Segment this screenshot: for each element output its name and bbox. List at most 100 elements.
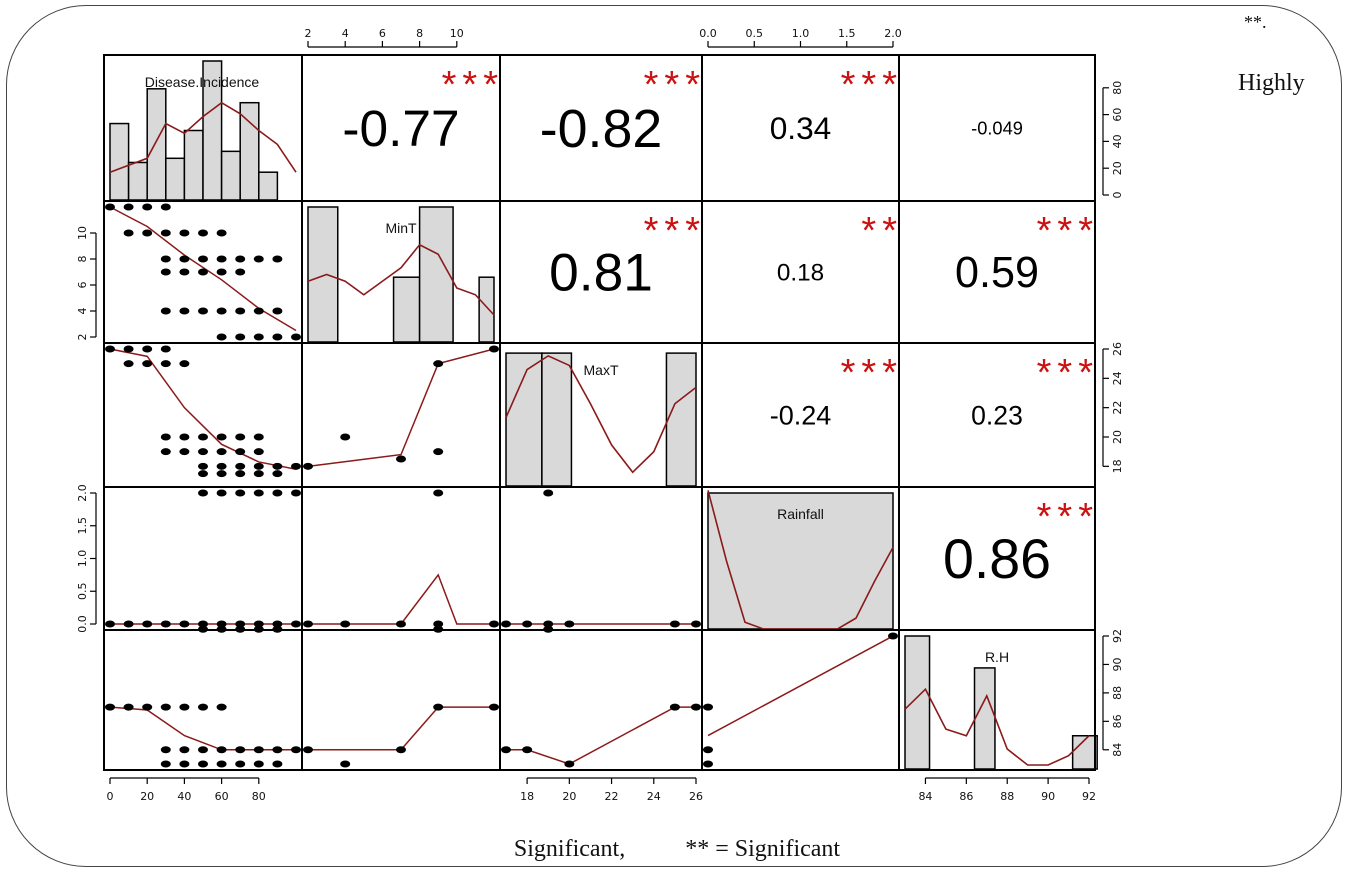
data-point [522,746,533,754]
data-point [216,433,227,441]
data-point [216,229,227,237]
data-point [198,255,208,263]
data-point [105,620,115,628]
axis-tick-label: 20 [1111,430,1124,444]
fit-line [109,706,296,751]
diagonal-panel-rainfall: Rainfall [707,490,894,630]
histogram-bar [146,88,167,201]
data-point [669,703,680,711]
fit-line [506,706,696,765]
histogram-bar [258,171,279,201]
panel-border [301,486,501,631]
axis-tick-label: 84 [1111,743,1124,757]
data-point [272,746,283,754]
data-point [291,489,301,497]
correlation-value: -0.24 [770,400,832,430]
axis-tick-label: 20 [1111,161,1124,175]
panel-border [301,342,501,488]
data-point [198,470,208,478]
data-point [303,620,313,628]
data-point [198,268,208,276]
data-point [235,620,246,628]
histogram-bar [220,150,241,201]
data-point [179,268,190,276]
data-point [179,307,190,315]
axis-tick-label: 6 [379,27,386,40]
data-point [160,255,171,263]
data-point [179,255,190,263]
scatter-panel [105,203,301,341]
data-point [216,489,227,497]
axis-tick-label: 24 [1111,371,1124,385]
axis-tick-label: 6 [76,282,89,289]
density-curve [109,101,297,173]
scatter-panel [703,632,898,768]
axis-tick-label: 1.0 [792,27,810,40]
data-point [564,620,575,628]
data-point [489,345,499,353]
footer-right: ** = Significant [685,836,841,862]
variable-label: Rainfall [777,506,824,522]
data-point [703,760,713,768]
histogram-bar [183,129,204,201]
axis-tick-label: 84 [918,790,932,803]
data-point [272,333,283,341]
correlation-value: -0.049 [971,117,1023,138]
histogram-bar [392,276,421,343]
correlation-value: -0.82 [540,99,662,159]
fit-line [308,573,494,625]
data-point [160,360,171,368]
axis-tick-label: 18 [1111,459,1124,473]
data-point [235,448,246,456]
axis-tick-label: 10 [450,27,464,40]
data-point [703,703,713,711]
data-point [198,746,208,754]
data-point [501,746,511,754]
data-point [160,760,171,768]
data-point [235,470,246,478]
data-point [198,620,208,628]
data-point [303,746,313,754]
variable-label: MinT [385,220,417,236]
data-point [160,433,171,441]
axis-tick-label: 88 [1000,790,1014,803]
data-point [142,703,153,711]
significance-stars: *** [442,64,504,106]
data-point [396,746,406,754]
data-point [216,268,227,276]
data-point [253,489,264,497]
axis-tick-label: 40 [1111,134,1124,148]
data-point [340,620,351,628]
data-point [105,345,115,353]
data-point [303,462,313,470]
footer-left: Significant, [513,836,626,862]
data-point [235,746,246,754]
correlation-value: 0.34 [770,110,832,146]
data-point [396,620,406,628]
data-point [272,307,283,315]
axis-tick-label: 2.0 [76,484,89,502]
data-point [272,489,283,497]
data-point [235,489,246,497]
data-point [340,760,351,768]
axis-tick-label: 1.5 [76,517,89,535]
data-point [291,746,301,754]
data-point [216,448,227,456]
data-point [253,448,264,456]
correlation-panel: 0.59*** [955,210,1093,297]
data-point [691,620,701,628]
data-point [253,620,264,628]
panel-border [103,486,303,631]
data-point [123,703,134,711]
data-point [198,489,208,497]
data-point [216,333,227,341]
density-curve [307,243,495,316]
axis-tick-label: 22 [605,790,619,803]
data-point [105,203,115,211]
axis-tick-label: 92 [1111,629,1124,643]
data-point [291,462,301,470]
data-point [340,433,351,441]
correlation-panel: 0.34*** [770,64,897,146]
data-point [272,255,283,263]
significance-stars: *** [644,64,706,106]
